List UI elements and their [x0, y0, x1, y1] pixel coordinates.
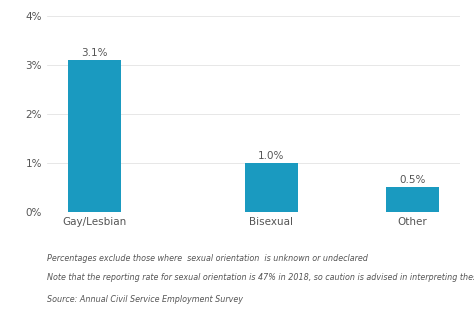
Text: Note that the reporting rate for sexual orientation is 47% in 2018, so caution i: Note that the reporting rate for sexual … — [47, 273, 474, 282]
Text: Source: Annual Civil Service Employment Survey: Source: Annual Civil Service Employment … — [47, 295, 244, 303]
Text: 3.1%: 3.1% — [81, 48, 108, 58]
Bar — [245, 163, 298, 212]
Bar — [68, 60, 121, 212]
Bar — [386, 187, 439, 212]
Text: 1.0%: 1.0% — [258, 151, 284, 161]
Text: Percentages exclude those where  sexual orientation  is unknown or undeclared: Percentages exclude those where sexual o… — [47, 254, 368, 263]
Text: 0.5%: 0.5% — [400, 175, 426, 185]
